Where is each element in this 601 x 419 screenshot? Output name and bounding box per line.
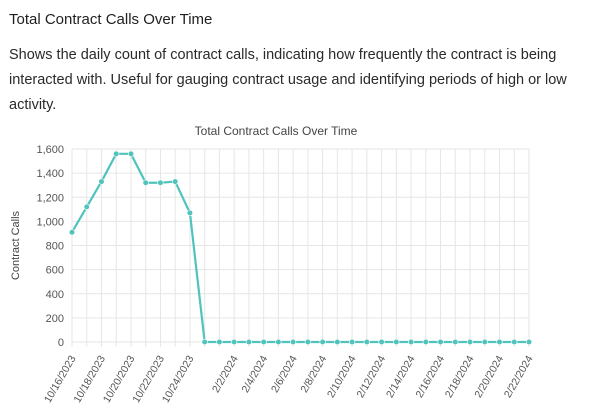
data-point[interactable] bbox=[319, 338, 326, 346]
data-point[interactable] bbox=[407, 338, 415, 346]
x-tick-label: 2/18/2024 bbox=[443, 353, 477, 400]
data-point[interactable] bbox=[157, 179, 164, 186]
data-point[interactable] bbox=[290, 338, 297, 346]
data-point[interactable] bbox=[452, 338, 459, 346]
line-chart: 02004006008001,0001,2001,4001,60010/16/2… bbox=[10, 124, 536, 405]
data-point[interactable] bbox=[304, 338, 311, 346]
x-tick-label: 2/14/2024 bbox=[384, 353, 418, 400]
data-point[interactable] bbox=[437, 338, 444, 346]
data-point[interactable] bbox=[172, 178, 179, 185]
data-point[interactable] bbox=[231, 338, 238, 346]
x-tick-label: 2/6/2024 bbox=[269, 353, 300, 395]
y-tick-label: 1,600 bbox=[36, 144, 64, 156]
y-tick-label: 400 bbox=[46, 289, 64, 301]
x-tick-label: 2/16/2024 bbox=[413, 353, 447, 400]
axes: 02004006008001,0001,2001,4001,60010/16/2… bbox=[36, 144, 535, 405]
data-point[interactable] bbox=[363, 338, 370, 346]
data-point[interactable] bbox=[481, 338, 488, 346]
data-point[interactable] bbox=[511, 338, 518, 346]
y-tick-label: 200 bbox=[46, 313, 64, 325]
x-tick-label: 2/22/2024 bbox=[502, 353, 536, 400]
data-point[interactable] bbox=[275, 338, 282, 346]
data-point[interactable] bbox=[348, 338, 356, 346]
card-description: Shows the daily count of contract calls,… bbox=[9, 47, 567, 113]
x-tick-label: 2/12/2024 bbox=[354, 353, 388, 400]
chart-title: Total Contract Calls Over Time bbox=[195, 124, 358, 138]
card-title: Total Contract Calls Over Time bbox=[9, 11, 213, 28]
data-point[interactable] bbox=[98, 178, 105, 185]
data-point[interactable] bbox=[422, 338, 429, 346]
x-tick-label: 2/10/2024 bbox=[325, 353, 359, 400]
data-point[interactable] bbox=[186, 209, 194, 217]
y-tick-label: 600 bbox=[46, 265, 64, 277]
data-point[interactable] bbox=[260, 338, 267, 346]
data-point[interactable] bbox=[378, 338, 385, 346]
data-point[interactable] bbox=[496, 338, 503, 346]
data-point[interactable] bbox=[216, 338, 223, 346]
y-tick-label: 1,000 bbox=[36, 216, 64, 228]
data-point[interactable] bbox=[68, 229, 76, 236]
y-tick-label: 0 bbox=[58, 337, 64, 349]
data-point[interactable] bbox=[113, 150, 120, 157]
x-tick-label: 2/4/2024 bbox=[239, 353, 270, 395]
data-point[interactable] bbox=[466, 338, 474, 346]
data-point[interactable] bbox=[245, 338, 253, 346]
data-point[interactable] bbox=[83, 203, 90, 210]
x-tick-label: 2/20/2024 bbox=[472, 353, 506, 400]
data-point[interactable] bbox=[525, 338, 533, 346]
x-tick-label: 2/2/2024 bbox=[210, 353, 241, 395]
data-point[interactable] bbox=[201, 338, 208, 346]
data-point[interactable] bbox=[142, 179, 149, 186]
y-tick-label: 800 bbox=[46, 241, 64, 253]
x-tick-label: 2/8/2024 bbox=[298, 353, 329, 395]
grid bbox=[71, 148, 530, 347]
y-axis-label: Contract Calls bbox=[10, 210, 22, 280]
chart-container: 0 200 400 600 800 1,000 1,200 1,400 1,600 10/16/2… bbox=[0, 118, 601, 414]
series-line bbox=[71, 152, 529, 344]
y-tick-label: 1,200 bbox=[36, 192, 64, 204]
data-point[interactable] bbox=[334, 338, 341, 346]
series bbox=[68, 150, 533, 346]
data-point[interactable] bbox=[127, 150, 135, 157]
y-tick-label: 1,400 bbox=[36, 168, 64, 180]
data-point[interactable] bbox=[393, 338, 400, 346]
